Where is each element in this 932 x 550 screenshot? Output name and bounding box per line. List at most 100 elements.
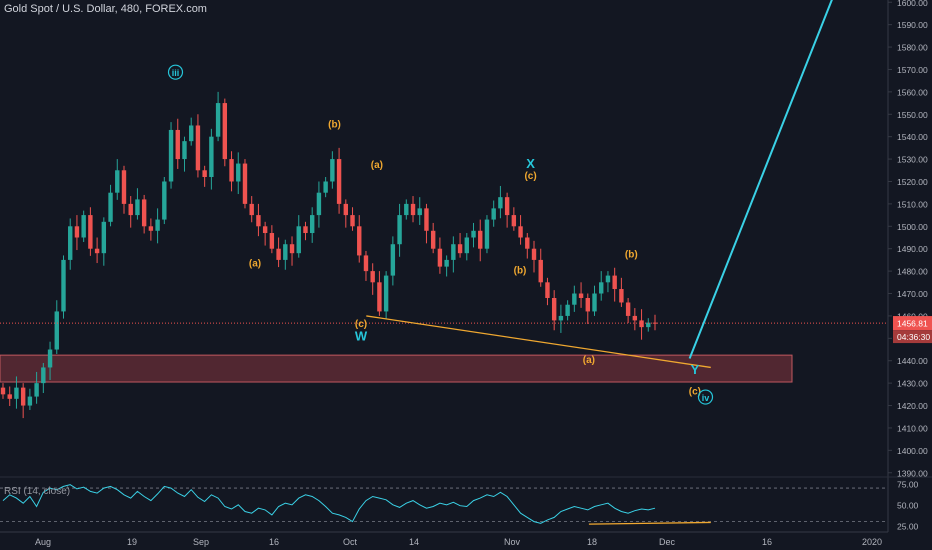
candle-body [215,103,221,137]
rsi-tick-label: 25.00 [897,521,919,531]
y-tick-label: 1590.00 [897,20,928,30]
candle-body [377,282,382,312]
y-tick-label: 1570.00 [897,65,928,75]
y-tick-label: 1500.00 [897,222,928,232]
y-tick-label: 1550.00 [897,110,928,120]
candle-body [68,226,73,260]
candle-body [7,394,12,399]
y-tick-label: 1600.00 [897,0,928,8]
candle-body [155,219,160,231]
candle-body [478,230,483,249]
wave-label: (b) [514,265,527,276]
candle-body [599,282,604,294]
candle-body [619,289,624,303]
candle-body [229,159,234,182]
y-tick-label: 1480.00 [897,267,928,277]
candle-body [451,244,456,260]
wave-label: iv [702,393,710,403]
x-tick-label: Nov [504,537,521,547]
y-tick-label: 1390.00 [897,468,928,478]
candle-body [625,302,631,316]
candle-body [343,203,349,216]
candle-body [14,387,19,399]
x-tick-label: 18 [587,537,597,547]
candle-body [518,226,523,238]
candle-body [101,221,107,254]
support-zone-layer [0,354,793,383]
price-badge [893,316,932,331]
wave-label: iii [172,68,180,78]
candle-body [444,259,449,267]
y-tick-label: 1580.00 [897,43,928,53]
candle-body [47,349,53,368]
candle-body [592,293,597,312]
candle-body [491,208,496,220]
candle-body [363,255,369,272]
candle-body [148,226,154,231]
trendline [366,315,711,369]
candle-body [182,141,187,160]
candle-body [195,125,201,171]
wave-label-circle [697,389,714,405]
candle-body [350,215,355,227]
candle-body [330,159,335,182]
candle-body [525,237,530,249]
candle-body [256,215,261,227]
candle-body [262,226,268,234]
price-badge-text: 1456.81 [897,319,928,329]
y-tick-label: 1560.00 [897,87,928,97]
candle-body [41,367,46,384]
y-tick-label: 1510.00 [897,199,928,209]
x-tick-label: 14 [409,537,419,547]
y-tick-label: 1490.00 [897,244,928,254]
candle-body [531,248,537,260]
candle-body [404,203,409,216]
candle-body [141,199,147,227]
y-tick-label: 1530.00 [897,155,928,165]
candle-body [457,244,463,254]
x-tick-label: 16 [762,537,772,547]
candle-body [390,244,396,276]
candle-body [242,163,248,204]
rsi-line [2,484,656,524]
rsi-tick-label: 50.00 [897,500,919,510]
candle-body [27,396,33,406]
candle-body [202,170,207,178]
wave-label: (c) [524,171,536,182]
candle-body [424,208,429,231]
y-tick-label: 1470.00 [897,289,928,299]
x-tick-label: 19 [127,537,137,547]
x-tick-label: Aug [35,537,51,547]
rsi-divergence-line [588,521,711,525]
candle-body [511,215,517,227]
candle-body [410,203,416,216]
x-tick-label: 2020 [862,537,882,547]
wave-label: (c) [689,386,701,397]
wave-labels-layer: iii(a)(b)(c)W(a)(b)X(c)(b)(a)Y(c)iv [167,64,714,405]
wave-label: W [355,329,368,344]
candle-body [336,159,342,204]
candle-body [249,203,254,216]
candle-body [175,129,180,160]
y-tick-label: 1540.00 [897,132,928,142]
candle-body [558,315,564,321]
y-tick-label: 1430.00 [897,379,928,389]
wave-label: (b) [328,120,341,131]
candle-body [545,282,550,298]
candle-body [20,387,26,406]
candle-body [565,304,570,316]
candle-body [74,226,80,238]
candle-body [236,163,241,182]
wave-label: Y [691,362,700,377]
wave-label: (c) [355,319,367,330]
candle-body [94,248,100,254]
candle-body [121,170,127,204]
candle-body [612,275,617,290]
candle-body [276,248,281,260]
candle-body [639,320,644,328]
y-tick-label: 1400.00 [897,446,928,456]
candle-body [572,293,577,305]
candle-body [128,203,133,216]
